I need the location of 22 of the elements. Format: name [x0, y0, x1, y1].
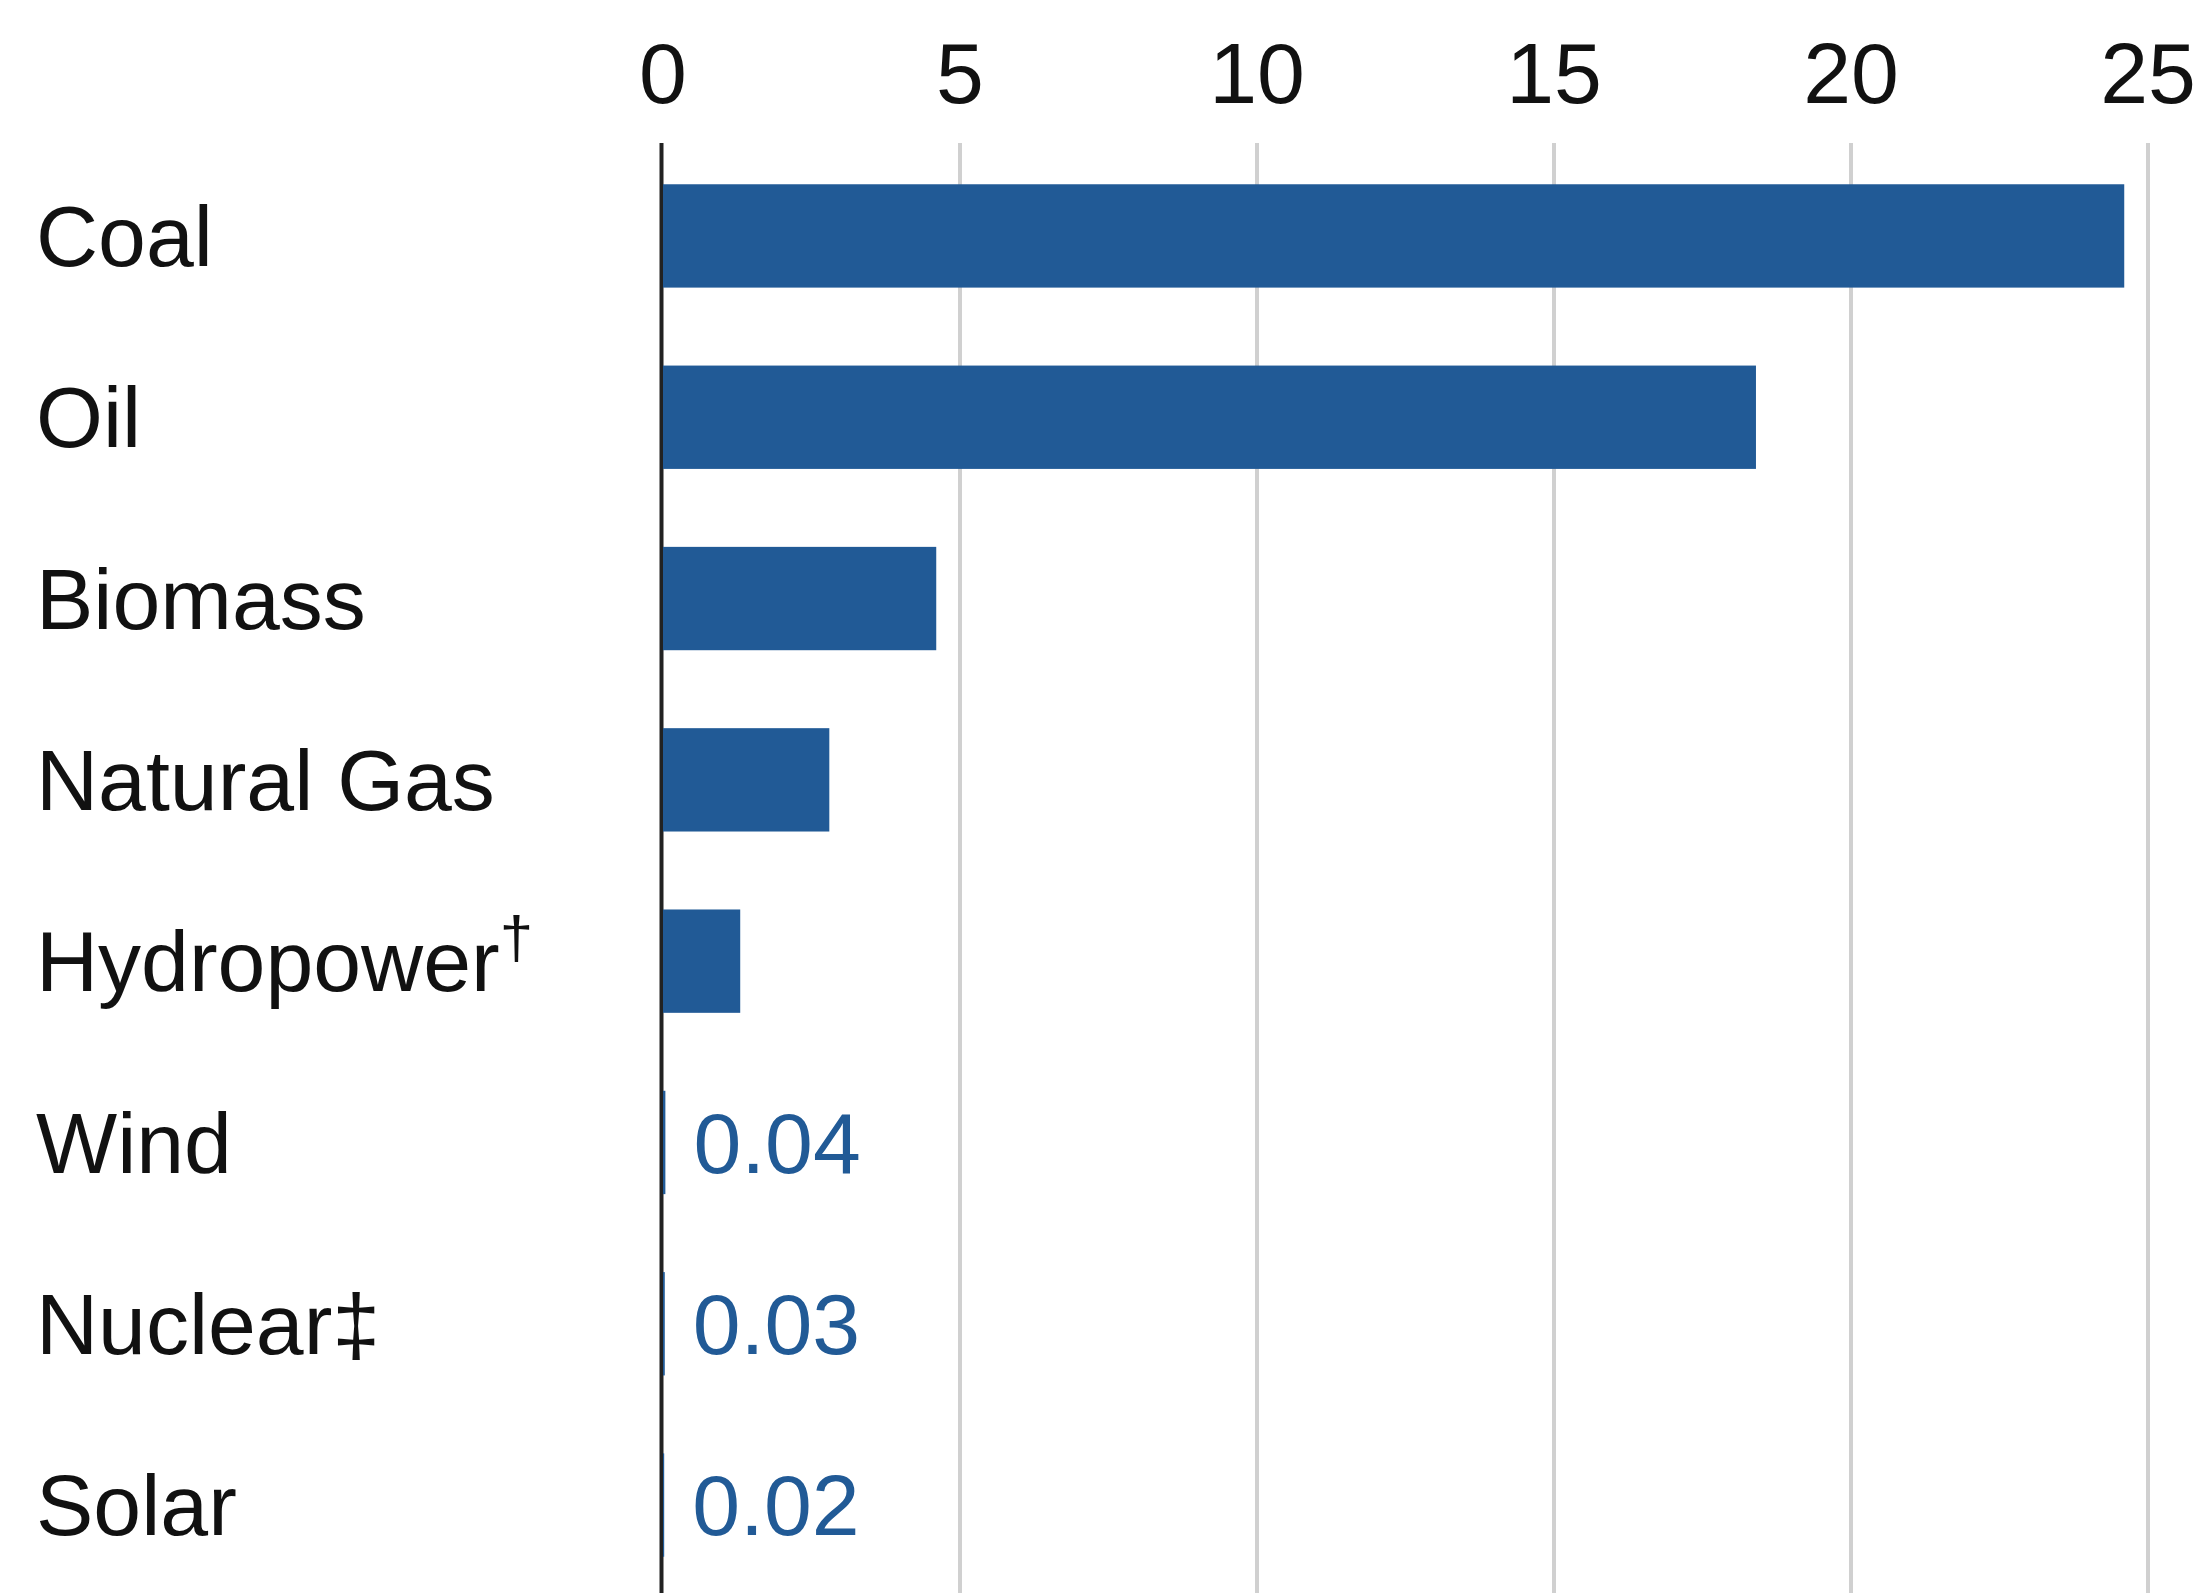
bar: [663, 184, 2125, 288]
y-tick-label: Biomass: [36, 550, 366, 647]
y-tick-label: Oil: [36, 369, 142, 466]
y-tick-label: Nuclear‡: [36, 1275, 381, 1372]
x-tick-label: 25: [2100, 25, 2196, 121]
x-tick-label: 0: [639, 25, 687, 121]
y-tick-label: Solar: [36, 1457, 237, 1554]
data-label: 0.02: [692, 1457, 860, 1554]
data-label: 0.03: [692, 1275, 861, 1372]
x-tick-label: 20: [1803, 25, 1899, 121]
data-label: 0.04: [693, 1094, 861, 1191]
y-tick-label: Coal: [36, 188, 213, 285]
bar: [663, 546, 937, 651]
y-tick-label: Natural Gas: [36, 731, 495, 828]
bar: [663, 909, 741, 1013]
bar: [663, 728, 830, 832]
y-tick-label: Hydropower$^{†}$: [36, 903, 534, 1010]
x-tick-label: 15: [1506, 25, 1602, 121]
x-tick-label: 10: [1209, 25, 1305, 121]
x-tick-label: 5: [936, 25, 984, 121]
bar: [663, 365, 1756, 469]
y-tick-label: Wind: [36, 1094, 232, 1191]
